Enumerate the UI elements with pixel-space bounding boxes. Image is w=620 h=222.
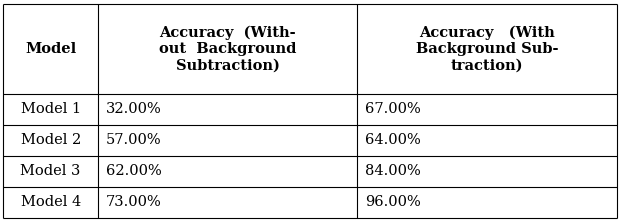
Text: Accuracy  (With-
out  Background
Subtraction): Accuracy (With- out Background Subtracti… (159, 25, 296, 73)
Text: 62.00%: 62.00% (105, 164, 161, 178)
Text: 96.00%: 96.00% (365, 195, 420, 209)
Text: Model 4: Model 4 (20, 195, 81, 209)
Text: 32.00%: 32.00% (105, 102, 161, 116)
Text: 57.00%: 57.00% (105, 133, 161, 147)
Text: 64.00%: 64.00% (365, 133, 420, 147)
Text: Model: Model (25, 42, 76, 56)
Text: Model 3: Model 3 (20, 164, 81, 178)
Text: Model 2: Model 2 (20, 133, 81, 147)
Text: Accuracy   (With
Background Sub-
traction): Accuracy (With Background Sub- traction) (416, 25, 559, 73)
Text: 67.00%: 67.00% (365, 102, 420, 116)
Text: Model 1: Model 1 (20, 102, 81, 116)
Text: 73.00%: 73.00% (105, 195, 161, 209)
Text: 84.00%: 84.00% (365, 164, 420, 178)
